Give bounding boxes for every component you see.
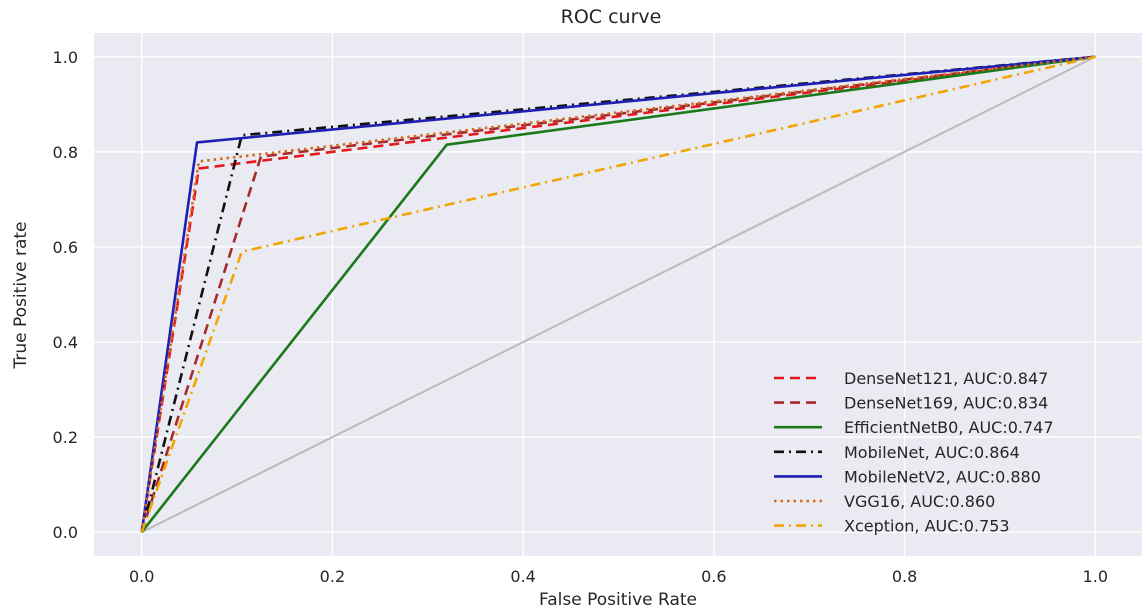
x-axis-label: False Positive Rate <box>539 590 697 610</box>
x-tick-label: 1.0 <box>1083 567 1108 586</box>
grid <box>94 33 1142 556</box>
legend-label: DenseNet169, AUC:0.834 <box>844 394 1048 413</box>
x-tick-label: 0.6 <box>701 567 726 586</box>
legend-label: Xception, AUC:0.753 <box>844 517 1010 536</box>
legend-label: DenseNet121, AUC:0.847 <box>844 369 1048 388</box>
y-tick-label: 0.8 <box>53 143 78 162</box>
x-tick-label: 0.0 <box>129 567 154 586</box>
y-axis-label: True Positive rate <box>11 222 31 370</box>
series-line-3 <box>140 55 1096 533</box>
legend: DenseNet121, AUC:0.847 DenseNet169, AUC:0… <box>774 369 1054 536</box>
series-lines <box>140 55 1096 534</box>
series-line-4 <box>140 55 1096 533</box>
x-tick-label: 0.2 <box>320 567 345 586</box>
legend-label: MobileNet, AUC:0.864 <box>844 443 1020 462</box>
legend-label: MobileNetV2, AUC:0.880 <box>844 467 1041 486</box>
x-tick-labels: 0.0 0.2 0.4 0.6 0.8 1.0 <box>129 567 1108 586</box>
y-tick-labels: 0.0 0.2 0.4 0.6 0.8 1.0 <box>53 48 78 542</box>
y-tick-label: 1.0 <box>53 48 78 67</box>
chart-title: ROC curve <box>561 6 662 28</box>
legend-label: EfficientNetB0, AUC:0.747 <box>844 418 1054 437</box>
series-line-6 <box>140 55 1096 533</box>
legend-label: VGG16, AUC:0.860 <box>844 492 995 511</box>
y-tick-label: 0.6 <box>53 238 78 257</box>
y-tick-label: 0.0 <box>53 523 78 542</box>
series-line-1 <box>140 55 1096 533</box>
y-tick-label: 0.2 <box>53 428 78 447</box>
chance-reference-line <box>141 55 1096 534</box>
series-line-2 <box>140 55 1096 534</box>
series-line-5 <box>140 55 1096 533</box>
y-tick-label: 0.4 <box>53 333 78 352</box>
x-tick-label: 0.4 <box>510 567 535 586</box>
series-line-0 <box>140 55 1096 533</box>
x-tick-label: 0.8 <box>892 567 917 586</box>
